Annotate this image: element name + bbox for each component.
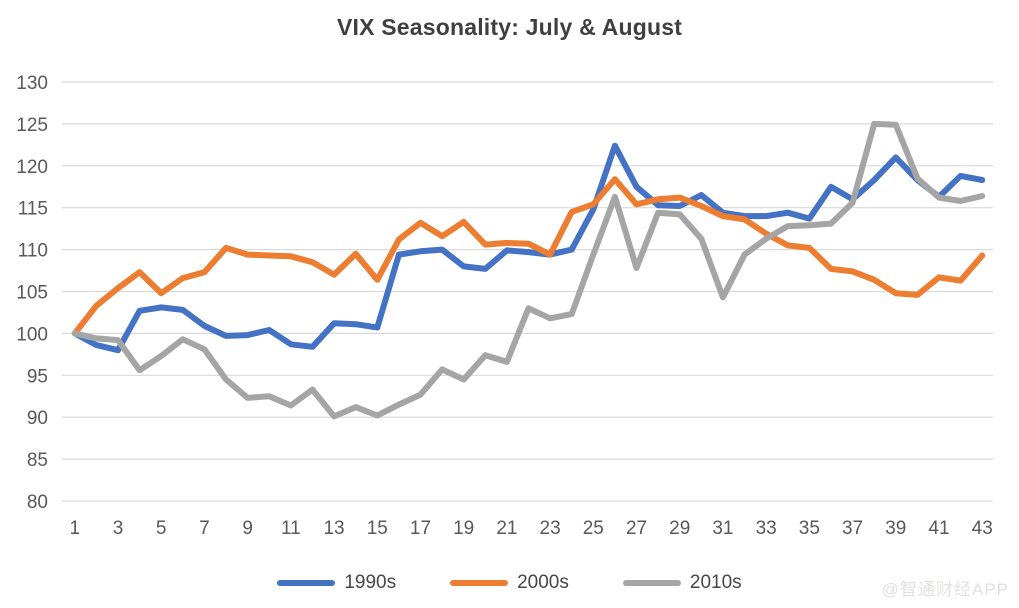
y-tick-label-120: 120 bbox=[16, 157, 48, 178]
x-tick-label-23: 23 bbox=[540, 518, 561, 539]
x-tick-label-11: 11 bbox=[281, 518, 301, 539]
chart-legend: 1990s 2000s 2010s bbox=[0, 572, 1019, 594]
x-tick-label-27: 27 bbox=[626, 518, 647, 539]
y-tick-label-130: 130 bbox=[16, 73, 48, 94]
y-tick-label-80: 80 bbox=[27, 492, 48, 513]
x-tick-label-25: 25 bbox=[583, 518, 604, 539]
x-tick-label-15: 15 bbox=[367, 518, 388, 539]
x-tick-label-41: 41 bbox=[928, 518, 949, 539]
legend-item-2010s: 2010s bbox=[622, 572, 742, 594]
y-tick-label-100: 100 bbox=[16, 324, 48, 345]
y-tick-label-95: 95 bbox=[27, 366, 48, 387]
series-line-2010s bbox=[71, 120, 986, 420]
y-tick-label-115: 115 bbox=[18, 199, 48, 220]
watermark-text: @智通财经APP bbox=[881, 580, 1009, 599]
gridlines bbox=[62, 81, 993, 502]
legend-item-2000s: 2000s bbox=[450, 572, 569, 594]
x-tick-label-35: 35 bbox=[799, 518, 820, 539]
x-tick-label-17: 17 bbox=[410, 518, 431, 539]
legend-label-2010s: 2010s bbox=[689, 572, 742, 593]
x-tick-label-33: 33 bbox=[756, 518, 777, 539]
x-tick-label-19: 19 bbox=[453, 518, 474, 539]
x-tick-label-9: 9 bbox=[242, 518, 253, 539]
x-tick-label-29: 29 bbox=[669, 518, 690, 539]
x-tick-label-21: 21 bbox=[496, 518, 517, 539]
x-tick-label-43: 43 bbox=[972, 518, 993, 539]
legend-swatch-2010s bbox=[622, 580, 681, 586]
legend-label-1990s: 1990s bbox=[344, 572, 397, 593]
legend-label-2000s: 2000s bbox=[517, 572, 569, 593]
x-tick-label-1: 1 bbox=[70, 518, 81, 539]
series-line-1990s bbox=[71, 142, 986, 354]
y-axis-labels: 80 85 90 95 100 105 110 115 120 125 130 bbox=[16, 73, 48, 513]
x-tick-label-3: 3 bbox=[113, 518, 124, 539]
series-line-2000s bbox=[71, 176, 986, 337]
legend-swatch-1990s bbox=[277, 580, 336, 586]
y-tick-label-90: 90 bbox=[27, 408, 48, 429]
chart-title: VIX Seasonality: July & August bbox=[336, 14, 683, 40]
y-tick-label-110: 110 bbox=[18, 241, 48, 262]
x-tick-label-7: 7 bbox=[199, 518, 210, 539]
y-tick-label-105: 105 bbox=[16, 283, 48, 304]
y-tick-label-125: 125 bbox=[16, 115, 48, 136]
legend-item-1990s: 1990s bbox=[277, 572, 396, 594]
x-axis-labels: 1 3 5 7 9 11 13 15 17 19 21 23 25 27 29 31 33 35 37 39 41 43 bbox=[70, 518, 993, 539]
x-tick-label-39: 39 bbox=[885, 518, 906, 539]
x-tick-label-31: 31 bbox=[712, 518, 733, 539]
x-tick-label-37: 37 bbox=[842, 518, 863, 539]
x-tick-label-5: 5 bbox=[156, 518, 167, 539]
legend-swatch-2000s bbox=[450, 580, 509, 586]
x-tick-label-13: 13 bbox=[323, 518, 344, 539]
y-tick-label-85: 85 bbox=[27, 450, 48, 471]
